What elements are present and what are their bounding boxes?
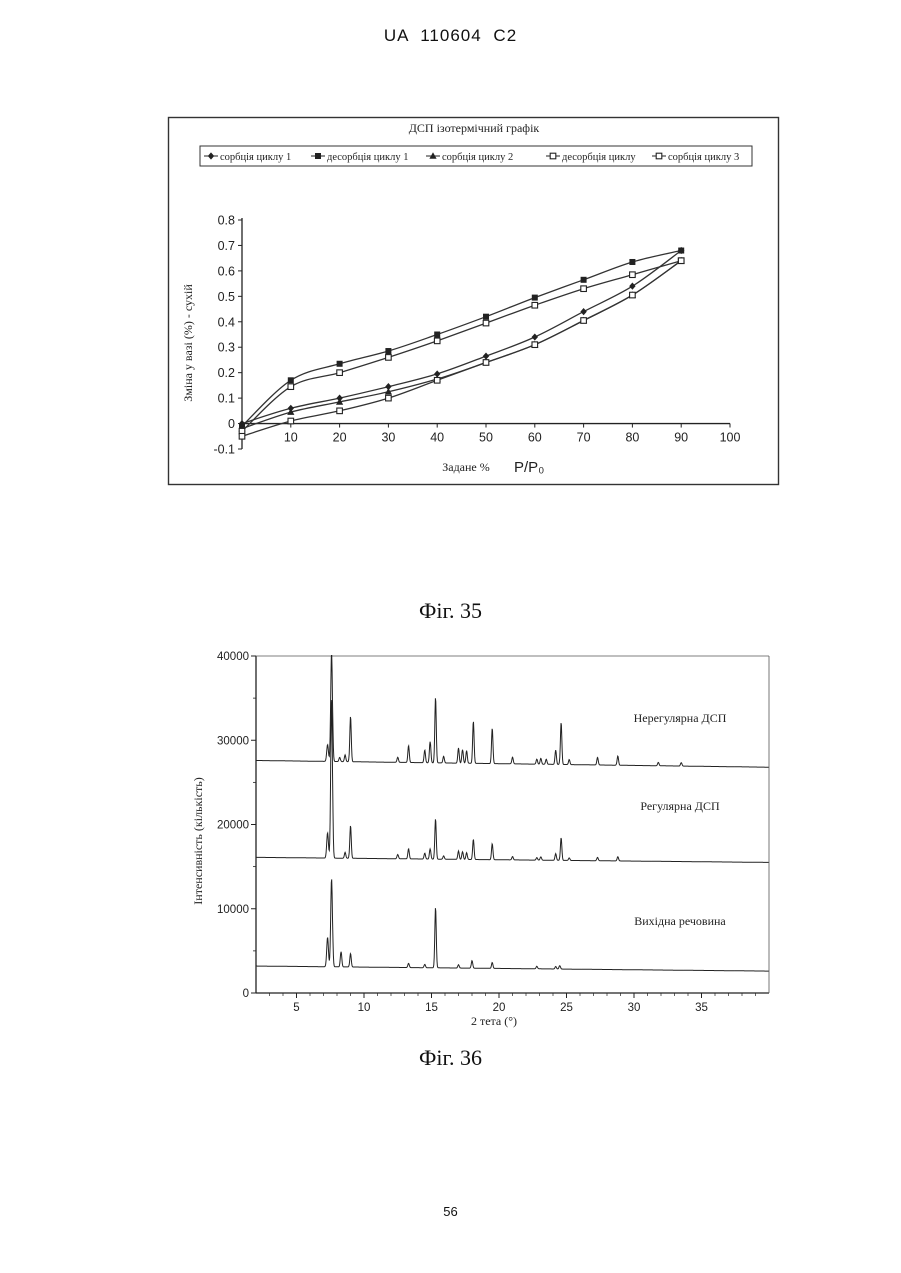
data-point — [532, 302, 538, 308]
data-point — [630, 292, 636, 298]
x-tick-label: 40 — [430, 431, 444, 445]
plot-area: 0 10000 20000 30000 40000 5 10 15 20 25 30 35 Нерегу… — [217, 651, 769, 1014]
y-axis-label: Інтенсивність (кількість) — [191, 777, 205, 904]
chart-title: ДСП ізотермічний графік — [409, 121, 540, 135]
y-tick-label: 0.2 — [218, 366, 235, 380]
y-tick-label: 0.7 — [218, 239, 235, 253]
xrpd-diffractogram-chart: 0 10000 20000 30000 40000 5 10 15 20 25 30 35 Нерегу… — [190, 645, 780, 1030]
data-point — [434, 378, 440, 384]
x-tick-label: 15 — [425, 1002, 438, 1014]
legend-marker — [315, 153, 321, 159]
figure-36-caption: Фіг. 36 — [0, 1045, 901, 1071]
x-tick-label: 30 — [628, 1002, 641, 1014]
page-number: 56 — [0, 1204, 901, 1219]
legend-label: сорбція циклу 1 — [220, 152, 291, 163]
y-tick-label: 40000 — [217, 651, 249, 663]
legend-label: десорбція циклу — [562, 152, 636, 163]
x-tick-label: 10 — [284, 431, 298, 445]
data-point — [434, 332, 440, 338]
y-tick-label: 0.5 — [218, 290, 235, 304]
x-tick-label: 25 — [560, 1002, 573, 1014]
data-point — [288, 384, 294, 390]
data-point — [483, 320, 489, 326]
y-tick-label: 0.1 — [218, 392, 235, 406]
y-tick-label: 0 — [243, 988, 249, 1000]
data-point — [532, 295, 538, 301]
x-tick-label: 70 — [577, 431, 591, 445]
data-point — [629, 259, 635, 265]
legend-label: десорбція циклу 1 — [327, 152, 408, 163]
x-axis-label: 2 тета (°) — [471, 1014, 517, 1028]
y-tick-label: 30000 — [217, 735, 249, 747]
x-tick-label: 20 — [493, 1002, 506, 1014]
x-tick-label: 20 — [333, 431, 347, 445]
figure-35-caption: Фіг. 35 — [0, 598, 901, 624]
data-point — [678, 248, 684, 254]
legend-label: сорбція циклу 3 — [668, 152, 739, 163]
x-tick-label: 100 — [720, 431, 741, 445]
data-point — [678, 258, 684, 264]
x-tick-label: 80 — [625, 431, 639, 445]
legend-marker — [656, 153, 662, 159]
x-tick-label: 90 — [674, 431, 688, 445]
data-point — [385, 348, 391, 354]
y-tick-label: 0.8 — [218, 214, 235, 228]
legend-marker — [550, 153, 556, 159]
y-tick-label: 20000 — [217, 820, 249, 832]
x-tick-label: 30 — [381, 431, 395, 445]
data-point — [386, 355, 392, 361]
data-point — [288, 418, 294, 424]
data-point — [288, 377, 294, 383]
data-point — [386, 395, 392, 401]
data-point — [532, 342, 538, 348]
data-point — [581, 277, 587, 283]
y-tick-label: 0.6 — [218, 264, 235, 278]
document-header: UA 110604 C2 — [0, 26, 901, 46]
data-point — [581, 286, 587, 292]
y-tick-label: 0.4 — [218, 315, 235, 329]
y-tick-label: 0.3 — [218, 341, 235, 355]
y-axis-label: Зміна у вазі (%) - сухій — [181, 284, 195, 402]
x-tick-label: 50 — [479, 431, 493, 445]
data-point — [483, 314, 489, 320]
y-tick-label: -0.1 — [213, 443, 235, 457]
series-label: Регулярна ДСП — [640, 799, 720, 813]
y-tick-label: 0 — [228, 417, 235, 431]
series-label: Вихідна речовина — [634, 914, 726, 928]
data-point — [483, 360, 489, 366]
trace-3: Вихідна речовина — [256, 879, 769, 971]
x-tick-label: 35 — [695, 1002, 708, 1014]
x-axis-unit-label: P/P₀ — [514, 459, 544, 476]
trace-1: Нерегулярна ДСП — [256, 653, 769, 767]
x-tick-label: 5 — [293, 1002, 299, 1014]
x-tick-label: 60 — [528, 431, 542, 445]
data-point — [581, 318, 587, 324]
legend-label: сорбція циклу 2 — [442, 152, 513, 163]
x-axis-label: Задане % — [442, 460, 490, 474]
y-tick-label: 10000 — [217, 904, 249, 916]
data-point — [337, 361, 343, 367]
data-point — [239, 433, 245, 439]
sorption-isotherm-chart: ДСП ізотермічний графік сорбція циклу 1 д… — [168, 117, 780, 486]
data-point — [630, 272, 636, 278]
x-tick-label: 10 — [358, 1002, 371, 1014]
data-point — [337, 370, 343, 376]
data-point — [434, 338, 440, 344]
series-label: Нерегулярна ДСП — [634, 711, 727, 725]
data-point — [337, 408, 343, 414]
chart-frame — [169, 118, 779, 485]
